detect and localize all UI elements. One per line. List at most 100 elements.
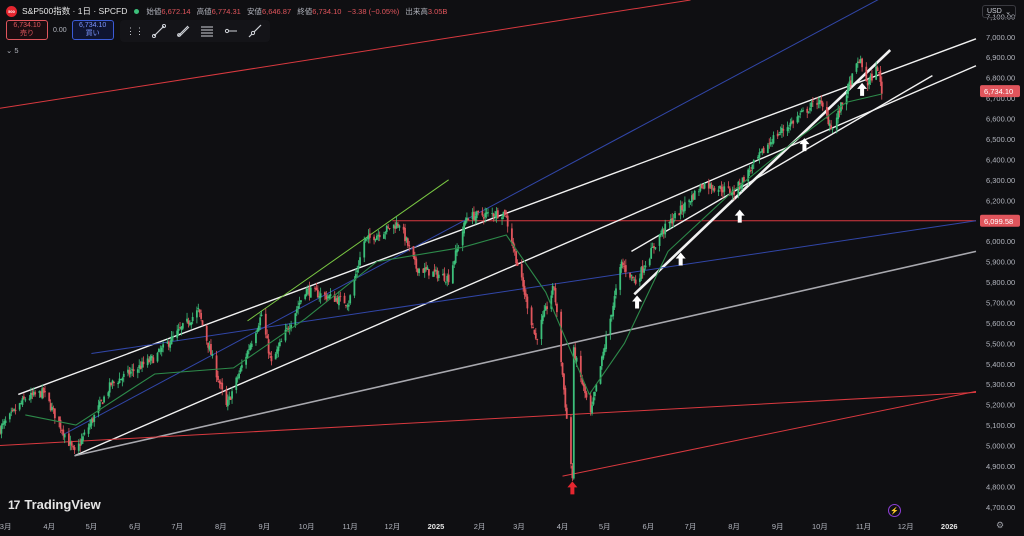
candle: [796, 111, 799, 124]
candle: [70, 440, 73, 451]
candle-body: [246, 350, 249, 359]
candle-body: [423, 267, 426, 273]
extended-line-icon[interactable]: [248, 24, 262, 38]
candle-body: [131, 369, 134, 371]
candle: [471, 208, 474, 225]
candle-body: [159, 350, 162, 352]
candle: [167, 340, 170, 351]
candle: [766, 142, 769, 154]
candle-body: [100, 399, 103, 401]
trend-angle-icon[interactable]: [176, 24, 190, 38]
candle-body: [195, 310, 198, 318]
candle: [563, 373, 565, 395]
lightning-icon[interactable]: ⚡: [888, 504, 901, 517]
candle-body: [97, 405, 100, 414]
candle-body: [782, 129, 785, 131]
candle: [315, 282, 318, 291]
candle-body: [505, 216, 508, 218]
candle-body: [52, 407, 55, 409]
candle-body: [768, 143, 771, 145]
candle: [620, 259, 623, 273]
candle-body: [522, 277, 525, 287]
candle-body: [848, 81, 851, 85]
candle: [515, 250, 518, 267]
candle-body: [800, 111, 803, 113]
candle: [712, 184, 714, 193]
horizontal-ray-icon[interactable]: [224, 24, 238, 38]
candle: [700, 183, 703, 189]
candle-body: [633, 279, 636, 281]
sell-button[interactable]: 6,734.10 売り: [6, 20, 48, 40]
candle: [62, 425, 65, 440]
candle: [187, 317, 190, 328]
ohlc-values: 始値6,672.14 高値6,774.31 安値6,646.87 終値6,734…: [146, 6, 451, 17]
candle: [847, 83, 849, 99]
candle: [713, 185, 716, 193]
candle-body: [858, 61, 861, 63]
candle: [44, 385, 46, 398]
candle: [235, 376, 238, 394]
candle: [274, 351, 277, 360]
x-tick-label: 4月: [557, 522, 569, 531]
candle: [325, 291, 328, 302]
candle-body: [688, 200, 691, 202]
candle-body: [717, 189, 720, 192]
candle-body: [613, 296, 616, 308]
candle: [0, 423, 3, 439]
candle: [571, 463, 574, 481]
candle-body: [239, 368, 242, 373]
settings-gear-icon[interactable]: ⚙: [996, 520, 1005, 530]
candle-body: [405, 237, 408, 241]
candle-body: [474, 216, 477, 221]
candle: [477, 210, 480, 216]
trend-line-icon[interactable]: [152, 24, 166, 38]
candle: [395, 216, 398, 229]
candle-body: [624, 265, 627, 272]
candle-body: [51, 406, 53, 411]
candle: [34, 390, 37, 397]
candle-body: [32, 391, 35, 396]
candle: [820, 95, 823, 106]
indicator-toggle[interactable]: ⌄ 5: [6, 46, 19, 55]
candle: [572, 344, 575, 480]
candle-body: [630, 274, 633, 276]
candle: [868, 77, 871, 90]
candle-body: [466, 217, 468, 221]
candle: [245, 353, 248, 369]
currency-label: USD: [987, 8, 1002, 15]
candle: [623, 260, 626, 273]
candle: [336, 295, 339, 305]
candle: [200, 309, 203, 322]
candle-body: [83, 432, 86, 435]
grip-icon[interactable]: ⋮⋮: [126, 25, 144, 36]
candle-body: [841, 102, 844, 105]
candle: [550, 290, 553, 312]
candle: [402, 223, 405, 234]
x-tick-label: 6月: [642, 522, 654, 531]
candle-body: [436, 270, 439, 279]
candle-body: [446, 275, 449, 282]
candle-body: [152, 357, 155, 364]
candle: [622, 258, 624, 270]
candle: [39, 390, 42, 398]
candle-body: [338, 296, 340, 306]
symbol-title[interactable]: S&P500指数 · 1日 · SPCFD: [22, 6, 128, 16]
candle-body: [869, 75, 872, 81]
candle: [48, 392, 51, 403]
candle: [316, 285, 319, 298]
currency-select[interactable]: USD ⌄: [982, 5, 1016, 18]
candle: [120, 378, 122, 381]
candle-body: [710, 184, 713, 189]
candle: [788, 124, 790, 134]
candle-body: [49, 403, 52, 411]
candle: [141, 357, 143, 373]
buy-button[interactable]: 6,734.10 買い: [71, 20, 114, 40]
candle: [534, 327, 537, 340]
candle-body: [851, 73, 854, 85]
candle-body: [349, 295, 352, 304]
candle-body: [172, 336, 174, 338]
candle: [609, 314, 612, 340]
fib-lines-icon[interactable]: [200, 24, 214, 38]
